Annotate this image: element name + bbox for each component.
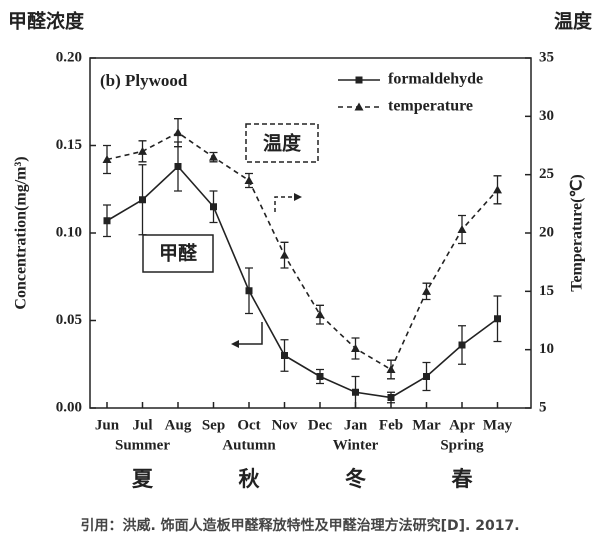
marker — [493, 185, 502, 194]
marker — [422, 286, 431, 295]
marker — [280, 250, 289, 259]
marker — [244, 176, 254, 184]
panel-label: (b) Plywood — [100, 71, 188, 90]
marker — [386, 365, 396, 373]
series-line — [106, 165, 498, 399]
x-tick-label: Feb — [379, 417, 403, 433]
annotation-box — [142, 234, 214, 273]
marker — [102, 155, 112, 163]
x-tick-label: Sep — [202, 417, 225, 433]
y2-title-zh: 温度 — [554, 10, 593, 33]
legend-label: formaldehyde — [388, 71, 483, 88]
marker — [139, 196, 146, 204]
season-label-zh: 冬 — [345, 467, 366, 491]
arrowhead — [231, 340, 239, 348]
x-tick-label: Mar — [412, 417, 441, 433]
marker — [209, 152, 218, 161]
y-tick-label: 0.15 — [56, 137, 82, 153]
x-tick-label: Nov — [272, 417, 298, 433]
y-title-zh: 甲醛浓度 — [8, 10, 85, 33]
y-axis-label: Concentration(mg/m³) — [13, 156, 30, 309]
y2-tick-label: 35 — [539, 49, 554, 65]
x-tick-label: Jan — [344, 417, 368, 433]
x-tick-label: Aug — [165, 417, 192, 433]
x-tick-label: Jul — [132, 417, 152, 433]
y2-tick-label: 25 — [539, 166, 554, 182]
legend-label: temperature — [388, 98, 473, 115]
x-tick-label: Apr — [449, 417, 475, 433]
season-label-zh: 秋 — [239, 467, 261, 491]
marker — [103, 217, 111, 225]
annotation-box — [245, 123, 319, 163]
marker — [423, 373, 430, 380]
marker — [281, 352, 288, 359]
marker — [352, 388, 359, 396]
arrow — [238, 322, 263, 345]
x-tick-label: Dec — [308, 417, 332, 433]
y-tick-label: 0.00 — [56, 399, 82, 415]
x-tick-label: Oct — [237, 417, 260, 433]
marker — [494, 315, 501, 323]
marker — [138, 146, 147, 155]
y2-tick-label: 10 — [539, 341, 554, 357]
y2-tick-label: 5 — [539, 399, 547, 415]
season-label: Winter — [333, 437, 379, 453]
series-line — [106, 131, 499, 371]
x-tick-label: Jun — [95, 417, 120, 433]
season-label: Autumn — [222, 437, 276, 453]
y-tick-label: 0.20 — [56, 49, 82, 65]
y2-tick-label: 20 — [539, 224, 554, 240]
marker — [458, 341, 466, 349]
marker — [173, 128, 183, 137]
arrow — [274, 196, 296, 212]
marker — [245, 287, 253, 295]
marker — [351, 344, 360, 352]
season-label-zh: 夏 — [132, 467, 154, 491]
marker — [457, 225, 467, 233]
marker — [387, 394, 395, 401]
x-tick-label: May — [483, 417, 513, 433]
y2-tick-label: 30 — [539, 108, 554, 124]
season-label: Summer — [115, 437, 170, 453]
y-tick-label: 0.10 — [56, 224, 82, 240]
annotation: 温度 — [263, 132, 302, 155]
marker — [210, 203, 217, 211]
annotation: 甲醛 — [159, 242, 198, 265]
marker — [174, 163, 182, 170]
y2-tick-label: 15 — [539, 283, 554, 299]
source: 引用：洪威. 饰面人造板甲醛释放特性及甲醛治理方法研究[D]. 2017. — [80, 517, 519, 534]
legend-marker — [354, 102, 364, 111]
marker — [316, 373, 324, 380]
arrowhead — [294, 193, 302, 201]
season-label-zh: 春 — [452, 467, 474, 491]
legend-marker — [355, 76, 363, 84]
y-tick-label: 0.05 — [56, 312, 82, 328]
marker — [315, 310, 325, 319]
y2-axis-label: Temperature(℃) — [569, 174, 586, 292]
season-label: Spring — [440, 437, 484, 453]
